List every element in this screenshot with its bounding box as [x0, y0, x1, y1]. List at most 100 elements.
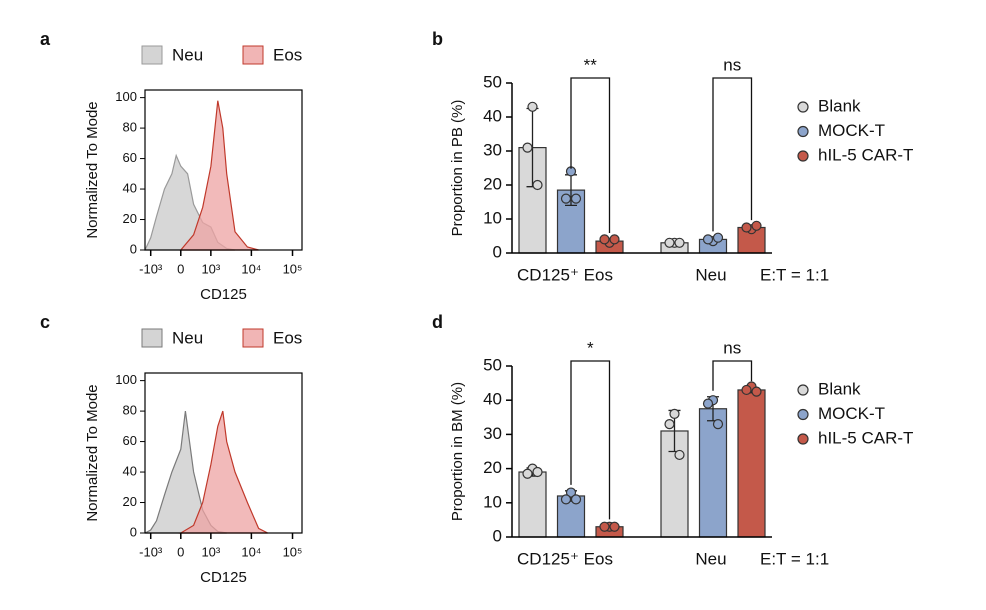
- legend-marker: [797, 433, 809, 445]
- significance-label: ns: [723, 338, 741, 357]
- data-point: [674, 237, 685, 248]
- y-tick-label: 80: [123, 120, 137, 135]
- legend-label: Blank: [818, 379, 861, 398]
- y-tick-label: 30: [483, 424, 502, 443]
- y-tick-label: 40: [483, 390, 502, 409]
- legend-label: hIL-5 CAR-T: [818, 428, 913, 447]
- data-point: [741, 222, 752, 233]
- y-tick-label: 100: [115, 372, 137, 387]
- data-point: [527, 101, 538, 112]
- legend-marker: [797, 125, 809, 138]
- note: E:T = 1:1: [760, 549, 829, 568]
- y-tick-label: 40: [123, 463, 137, 478]
- y-tick-label: 0: [130, 524, 137, 539]
- density-area: [178, 410, 268, 534]
- data-point: [565, 487, 577, 498]
- significance-label: **: [584, 55, 598, 74]
- significance-label: *: [587, 338, 594, 357]
- y-tick-label: 0: [493, 242, 502, 261]
- data-point: [664, 419, 675, 430]
- y-tick-label: 40: [483, 106, 502, 125]
- y-tick-label: 80: [123, 403, 137, 418]
- legend-swatch: [141, 328, 163, 348]
- panel-letter: d: [432, 312, 443, 332]
- data-point: [522, 142, 533, 153]
- significance-bracket: [712, 77, 753, 232]
- legend-label: Eos: [273, 45, 302, 64]
- x-axis-label: CD125: [200, 569, 247, 586]
- significance-bracket: [712, 360, 753, 391]
- significance-label: ns: [723, 55, 741, 74]
- y-axis-label: Normalized To Mode: [84, 101, 101, 238]
- data-point: [560, 494, 572, 505]
- legend-marker: [797, 150, 809, 162]
- data-point: [599, 234, 610, 245]
- legend-marker: [797, 101, 809, 113]
- note: E:T = 1:1: [760, 265, 829, 284]
- x-tick-label: 10⁴: [241, 544, 261, 559]
- panel-letter: b: [432, 29, 443, 49]
- x-tick-label: CD125⁺ Eos: [517, 549, 613, 568]
- data-point: [560, 193, 572, 204]
- data-point: [599, 521, 610, 532]
- bar: [556, 495, 586, 538]
- legend-marker: [797, 384, 809, 396]
- bar: [698, 408, 728, 538]
- data-point: [532, 466, 543, 478]
- data-point: [702, 398, 714, 409]
- x-tick-label: 10⁴: [241, 261, 261, 276]
- y-tick-label: 20: [123, 494, 137, 509]
- data-point: [702, 234, 714, 245]
- y-axis-label: Normalized To Mode: [84, 384, 101, 521]
- plot-frame: [144, 372, 303, 534]
- legend-label: MOCK-T: [818, 404, 885, 423]
- legend-swatch: [141, 45, 163, 65]
- y-tick-label: 60: [123, 433, 137, 448]
- legend-label: Blank: [818, 96, 861, 115]
- y-tick-label: 20: [483, 174, 502, 193]
- x-tick-label: 10⁵: [283, 261, 303, 276]
- y-tick-label: 50: [483, 355, 502, 374]
- y-tick-label: 10: [483, 208, 502, 227]
- y-axis-label: Proportion in BM (%): [449, 382, 466, 521]
- x-tick-label: 10³: [201, 261, 220, 276]
- plot-frame: [144, 89, 303, 251]
- y-tick-label: 100: [115, 89, 137, 104]
- x-axis-label: CD125: [200, 286, 247, 303]
- data-point: [522, 468, 533, 479]
- data-point: [570, 193, 582, 204]
- data-point: [741, 384, 752, 396]
- legend-label: Eos: [273, 328, 302, 347]
- data-point: [669, 408, 680, 419]
- panel-letter: c: [40, 312, 50, 332]
- y-tick-label: 10: [483, 492, 502, 511]
- y-tick-label: 20: [123, 211, 137, 226]
- y-tick-label: 30: [483, 140, 502, 159]
- y-tick-label: 40: [123, 180, 137, 195]
- x-tick-label: 0: [177, 261, 184, 276]
- significance-bracket: [570, 360, 611, 520]
- significance-bracket: [570, 77, 611, 234]
- x-tick-label: 10³: [201, 544, 220, 559]
- legend-swatch: [242, 45, 264, 65]
- legend-label: MOCK-T: [818, 121, 885, 140]
- data-point: [532, 179, 543, 191]
- density-area: [179, 100, 259, 251]
- x-tick-label: Neu: [695, 265, 726, 284]
- legend-label: hIL-5 CAR-T: [818, 145, 913, 164]
- bar: [737, 389, 766, 538]
- y-tick-label: 50: [483, 72, 502, 91]
- x-tick-label: 10⁵: [283, 544, 303, 559]
- data-point: [751, 220, 762, 231]
- data-point: [609, 521, 620, 532]
- x-tick-label: 0: [177, 544, 184, 559]
- y-tick-label: 20: [483, 458, 502, 477]
- legend-label: Neu: [172, 328, 203, 347]
- x-tick-label: -10³: [139, 261, 163, 276]
- y-tick-label: 0: [130, 241, 137, 256]
- legend-label: Neu: [172, 45, 203, 64]
- x-tick-label: CD125⁺ Eos: [517, 265, 613, 284]
- y-axis-label: Proportion in PB (%): [449, 100, 466, 237]
- y-tick-label: 0: [493, 526, 502, 545]
